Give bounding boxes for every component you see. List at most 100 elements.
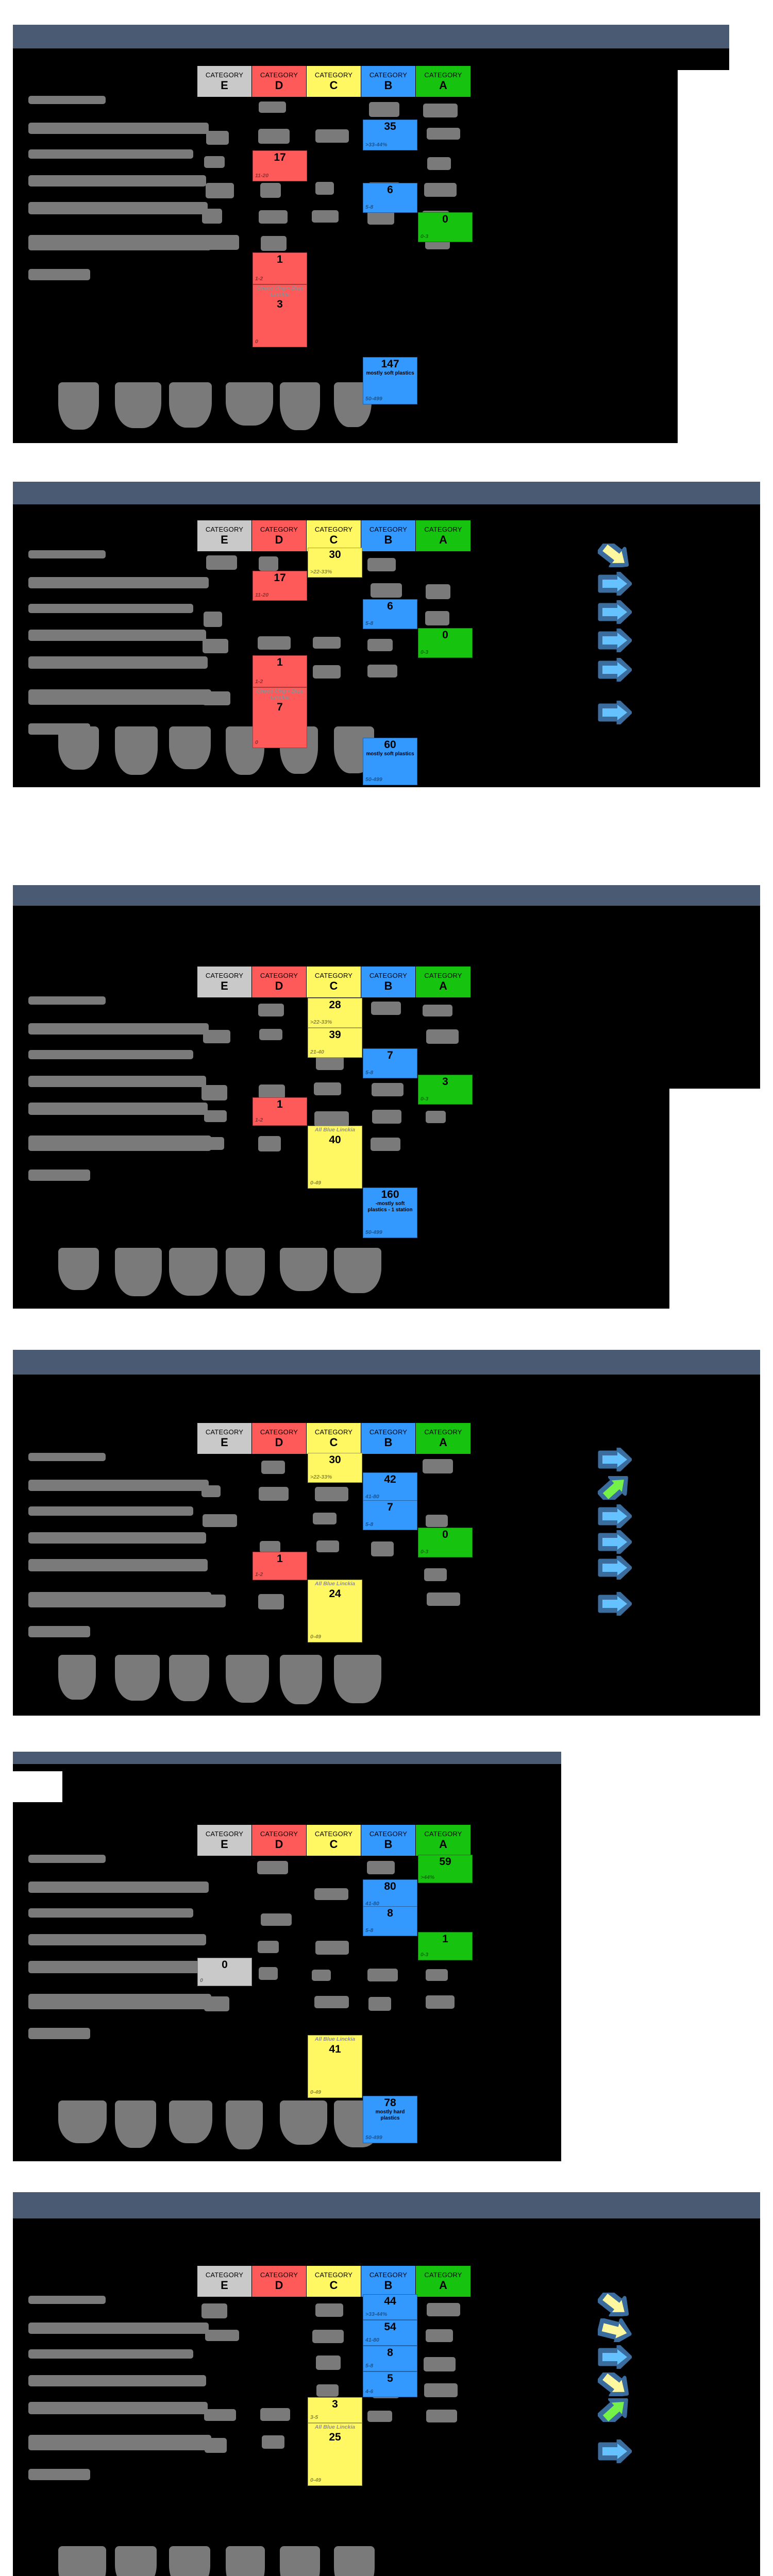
value-cell-a[interactable]: 59 >44% <box>418 1855 473 1883</box>
category-header-D[interactable]: CATEGORY D <box>252 1825 307 1856</box>
redacted-cell-blob <box>261 236 287 251</box>
redacted-cell-blob <box>316 2355 341 2370</box>
value-cell-b[interactable]: 160 -mostly soft plastics - 1 station 50-4… <box>363 1188 417 1238</box>
value-cell-b[interactable]: 78 mostly hard plastics 50-499 <box>363 2096 417 2143</box>
value-cell-range: 5-8 <box>365 1521 374 1528</box>
value-cell-c[interactable]: 28 >22-33% <box>308 998 362 1028</box>
value-cell-c[interactable]: 3 3-5 <box>308 2397 362 2423</box>
category-header-D[interactable]: CATEGORY D <box>252 2266 307 2297</box>
value-cell-c[interactable]: 30 >22-33% <box>308 548 362 578</box>
redacted-cup-blob <box>226 1248 265 1296</box>
value-cell-number: 1 <box>442 1933 448 1945</box>
redacted-cell-blob <box>201 1485 221 1497</box>
value-cell-a[interactable]: 0 0-3 <box>418 1528 473 1557</box>
value-cell-d[interactable]: 1 1-2 <box>253 1552 307 1580</box>
redacted-cup-blob <box>58 1248 99 1290</box>
value-cell-b[interactable]: 44 >33-44% <box>363 2294 417 2320</box>
category-header-E[interactable]: CATEGORY E <box>197 1423 252 1454</box>
category-header-E[interactable]: CATEGORY E <box>197 520 252 551</box>
value-cell-b[interactable]: 6 5-8 <box>363 183 417 213</box>
category-header-A[interactable]: CATEGORY A <box>416 66 470 97</box>
value-cell-c[interactable]: All Blue Linckia 24 0-49 <box>308 1580 362 1642</box>
category-word-label: CATEGORY <box>205 1428 244 1436</box>
category-header-B[interactable]: CATEGORY B <box>361 1825 416 1856</box>
value-cell-range: 5-8 <box>365 1927 374 1934</box>
category-header-D[interactable]: CATEGORY D <box>252 967 307 997</box>
value-cell-b[interactable]: 8 5-8 <box>363 2346 417 2371</box>
trend-arrow-right-blue <box>598 2345 632 2369</box>
value-cell-c[interactable]: All Blue Linckia 41 0-49 <box>308 2035 362 2098</box>
value-cell-range: 5-8 <box>365 1070 374 1076</box>
redacted-text-line <box>28 123 209 134</box>
value-cell-range: 50-499 <box>365 2134 382 2141</box>
value-cell-b[interactable]: 7 5-8 <box>363 1048 417 1078</box>
value-cell-b[interactable]: 147 mostly soft plastics 50-499 <box>363 357 417 404</box>
category-header-C[interactable]: CATEGORY C <box>307 66 361 97</box>
value-cell-b[interactable]: 54 41-80 <box>363 2320 417 2346</box>
category-header-B[interactable]: CATEGORY B <box>361 66 416 97</box>
category-header-E[interactable]: CATEGORY E <box>197 2266 252 2297</box>
redacted-cell-blob <box>259 556 278 571</box>
value-cell-d[interactable]: 1 1-2 <box>253 252 307 284</box>
value-cell-b[interactable]: 60 mostly soft plastics 50-499 <box>363 738 417 785</box>
value-cell-b[interactable]: 7 5-8 <box>363 1500 417 1530</box>
value-cell-b[interactable]: 35 >33-44% <box>363 120 417 150</box>
value-cell-c[interactable]: All Blue Linckia 25 0-49 <box>308 2423 362 2486</box>
category-header-A[interactable]: CATEGORY A <box>416 1825 470 1856</box>
category-header-D[interactable]: CATEGORY D <box>252 520 307 551</box>
value-cell-d[interactable]: 17 11-20 <box>253 571 307 601</box>
value-cell-b[interactable]: 5 4-6 <box>363 2371 417 2397</box>
category-header-C[interactable]: CATEGORY C <box>307 1423 361 1454</box>
value-cell-c[interactable]: 39 21-40 <box>308 1028 362 1058</box>
value-cell-a[interactable]: 0 0-3 <box>418 628 473 658</box>
redacted-cup-blob <box>280 1248 327 1291</box>
value-cell-d[interactable]: 17 11-20 <box>253 150 307 181</box>
value-cell-range: 4-6 <box>365 2388 374 2395</box>
category-letter-A: A <box>439 1838 447 1851</box>
value-cell-a[interactable]: 0 0-3 <box>418 212 473 242</box>
value-cell-d[interactable]: Choco Chip> Blue Linckia 3 0 <box>253 284 307 347</box>
category-header-row: CATEGORY E CATEGORY D CATEGORY C CATEGORY B CATE… <box>197 66 470 97</box>
value-cell-b[interactable]: 42 41-80 <box>363 1472 417 1502</box>
category-header-A[interactable]: CATEGORY A <box>416 1423 470 1454</box>
value-cell-b[interactable]: 80 41-80 <box>363 1879 417 1909</box>
category-header-B[interactable]: CATEGORY B <box>361 2266 416 2297</box>
category-header-A[interactable]: CATEGORY A <box>416 520 470 551</box>
category-word-label: CATEGORY <box>314 525 353 533</box>
value-cell-a[interactable]: 3 0-3 <box>418 1075 473 1105</box>
value-cell-b[interactable]: 8 5-8 <box>363 1906 417 1936</box>
category-letter-E: E <box>221 1838 228 1851</box>
page-edge-notch <box>561 1752 760 2161</box>
category-header-C[interactable]: CATEGORY C <box>307 967 361 997</box>
value-cell-d[interactable]: 1 1-2 <box>253 655 307 687</box>
category-header-E[interactable]: CATEGORY E <box>197 1825 252 1856</box>
category-header-B[interactable]: CATEGORY B <box>361 967 416 997</box>
value-cell-b[interactable]: 6 5-8 <box>363 599 417 629</box>
value-cell-d[interactable]: Choco Chip> Blue Linckia 7 0 <box>253 687 307 748</box>
value-cell-c[interactable]: All Blue Linckia 40 0-49 <box>308 1126 362 1189</box>
redacted-text-line <box>28 1908 193 1918</box>
category-header-E[interactable]: CATEGORY E <box>197 967 252 997</box>
category-header-B[interactable]: CATEGORY B <box>361 1423 416 1454</box>
category-word-label: CATEGORY <box>260 1829 298 1838</box>
category-word-label: CATEGORY <box>424 525 462 533</box>
category-header-D[interactable]: CATEGORY D <box>252 1423 307 1454</box>
redacted-cell-blob <box>427 2303 460 2316</box>
category-header-C[interactable]: CATEGORY C <box>307 520 361 551</box>
value-cell-range: 0-3 <box>421 649 429 656</box>
redacted-cell-blob <box>424 2383 458 2397</box>
value-cell-d[interactable]: 1 1-2 <box>253 1097 307 1126</box>
category-header-D[interactable]: CATEGORY D <box>252 66 307 97</box>
value-cell-range: 5-8 <box>365 620 374 627</box>
category-letter-C: C <box>329 79 338 92</box>
redacted-cell-blob <box>204 2409 236 2421</box>
category-header-E[interactable]: CATEGORY E <box>197 66 252 97</box>
category-header-A[interactable]: CATEGORY A <box>416 2266 470 2297</box>
category-header-C[interactable]: CATEGORY C <box>307 2266 361 2297</box>
category-header-A[interactable]: CATEGORY A <box>416 967 470 997</box>
value-cell-c[interactable]: 30 >22-33% <box>308 1453 362 1483</box>
category-header-B[interactable]: CATEGORY B <box>361 520 416 551</box>
value-cell-a[interactable]: 1 0-3 <box>418 1932 473 1960</box>
category-header-C[interactable]: CATEGORY C <box>307 1825 361 1856</box>
